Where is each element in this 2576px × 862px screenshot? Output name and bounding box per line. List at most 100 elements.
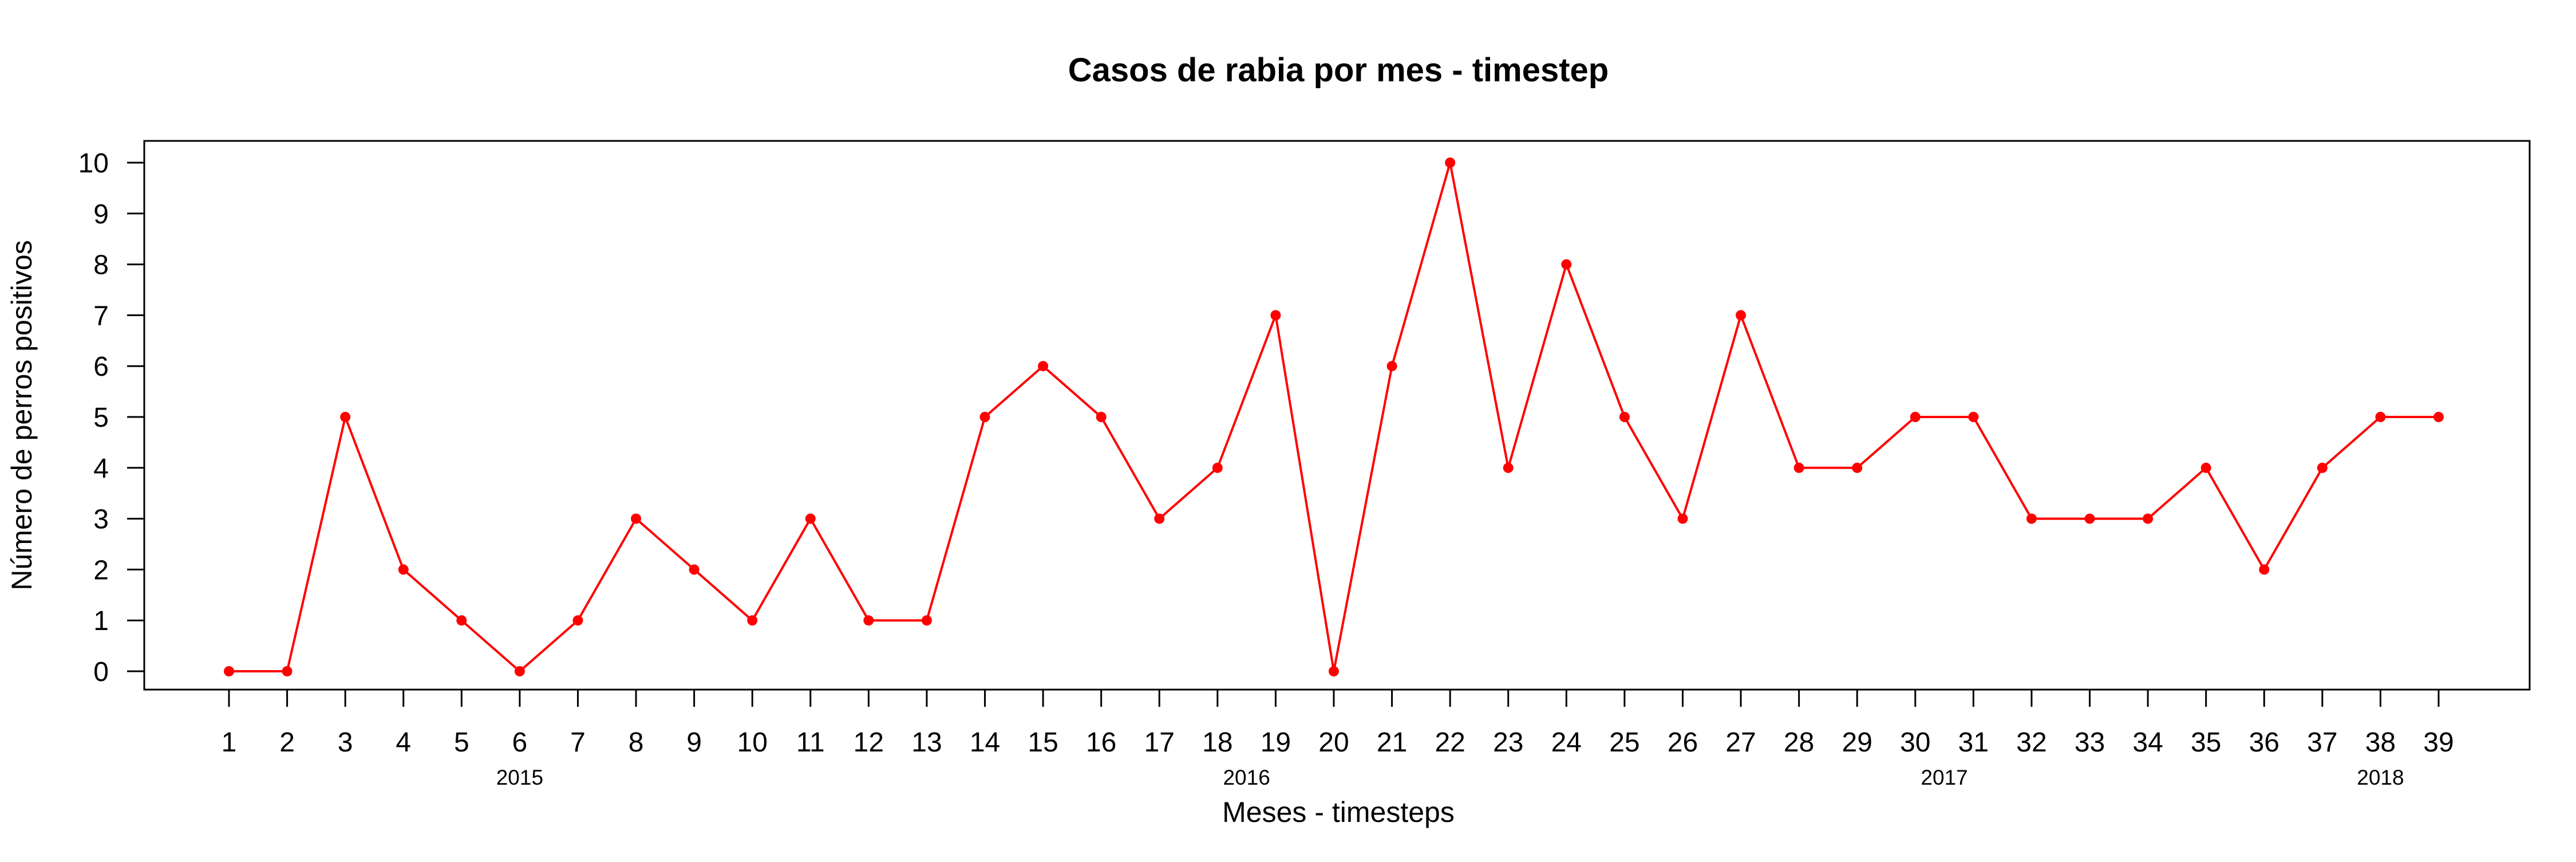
data-point <box>805 513 816 524</box>
y-tick-label: 6 <box>93 352 109 382</box>
data-point <box>2084 513 2095 524</box>
x-tick-label: 23 <box>1493 727 1523 758</box>
x-tick-label: 33 <box>2075 727 2105 758</box>
data-point <box>2143 513 2154 524</box>
data-point <box>747 615 758 626</box>
y-tick-label: 8 <box>93 250 109 281</box>
year-label: 2018 <box>2357 766 2404 789</box>
x-tick-label: 18 <box>1202 727 1232 758</box>
x-tick-label: 28 <box>1784 727 1814 758</box>
data-point <box>2259 564 2270 575</box>
x-axis: 1 2 3 4 5 6 7 8 9 10 11 12 13 14 15 16 17 18 19 20 21 22 23 24 2… <box>222 688 2454 758</box>
y-tick-label: 7 <box>93 301 109 331</box>
year-labels: 2015 2016 2017 2018 <box>496 766 2404 789</box>
data-point <box>979 412 990 422</box>
x-tick-label: 7 <box>570 727 586 758</box>
y-tick-label: 10 <box>78 148 109 179</box>
x-tick-label: 10 <box>737 727 768 758</box>
x-tick-label: 6 <box>512 727 528 758</box>
data-point <box>2433 412 2444 422</box>
data-point <box>1852 462 1863 473</box>
data-point <box>340 412 351 422</box>
x-tick-label: 32 <box>2016 727 2046 758</box>
data-point <box>1329 666 1339 676</box>
x-tick-label: 12 <box>854 727 884 758</box>
x-axis-title: Meses - timesteps <box>1222 796 1455 828</box>
data-point <box>1386 361 1397 372</box>
data-point <box>1445 158 1456 168</box>
x-tick-label: 20 <box>1318 727 1349 758</box>
data-point <box>921 615 932 626</box>
data-point <box>2200 462 2211 473</box>
data-point <box>1677 513 1688 524</box>
data-point <box>689 564 700 575</box>
x-tick-label: 14 <box>970 727 1000 758</box>
data-point <box>1270 310 1281 321</box>
x-tick-label: 39 <box>2423 727 2453 758</box>
data-point <box>1561 259 1572 270</box>
x-tick-label: 9 <box>686 727 702 758</box>
y-axis: 0 1 2 3 4 5 6 7 8 9 10 <box>78 148 145 687</box>
x-tick-label: 22 <box>1435 727 1465 758</box>
x-tick-label: 13 <box>911 727 942 758</box>
data-point <box>1910 412 1921 422</box>
x-tick-label: 4 <box>396 727 411 758</box>
x-tick-label: 34 <box>2132 727 2163 758</box>
y-tick-label: 1 <box>93 606 109 636</box>
data-point <box>863 615 874 626</box>
plot-frame <box>143 140 2531 691</box>
x-tick-label: 36 <box>2249 727 2279 758</box>
y-tick-label: 3 <box>93 505 109 535</box>
data-point <box>456 615 467 626</box>
x-tick-label: 16 <box>1086 727 1116 758</box>
y-tick-label: 9 <box>93 199 109 230</box>
data-point <box>282 666 293 676</box>
x-tick-label: 37 <box>2307 727 2337 758</box>
data-point <box>631 513 642 524</box>
data-point <box>2026 513 2037 524</box>
y-tick-label: 5 <box>93 403 109 433</box>
x-tick-label: 30 <box>1900 727 1930 758</box>
data-point <box>1968 412 1979 422</box>
data-point <box>1503 462 1514 473</box>
data-point <box>398 564 409 575</box>
year-label: 2017 <box>1921 766 1967 789</box>
x-tick-label: 19 <box>1261 727 1291 758</box>
x-tick-label: 5 <box>454 727 469 758</box>
data-point <box>1154 513 1165 524</box>
x-tick-label: 3 <box>338 727 353 758</box>
x-tick-label: 8 <box>629 727 644 758</box>
data-point <box>572 615 583 626</box>
x-tick-label: 35 <box>2191 727 2221 758</box>
x-tick-label: 27 <box>1725 727 1756 758</box>
x-tick-label: 38 <box>2365 727 2396 758</box>
x-tick-label: 17 <box>1144 727 1175 758</box>
chart-title: Casos de rabia por mes - timestep <box>1068 52 1609 89</box>
x-tick-label: 31 <box>1958 727 1989 758</box>
x-tick-label: 2 <box>279 727 295 758</box>
year-label: 2016 <box>1223 766 1270 789</box>
x-tick-label: 21 <box>1377 727 1407 758</box>
x-tick-label: 29 <box>1842 727 1872 758</box>
data-point <box>514 666 525 676</box>
data-point <box>1212 462 1223 473</box>
x-tick-label: 15 <box>1028 727 1058 758</box>
data-point <box>224 666 234 676</box>
data-point <box>1038 361 1049 372</box>
data-point <box>2375 412 2386 422</box>
x-tick-label: 1 <box>222 727 237 758</box>
series-line <box>229 162 2439 672</box>
x-tick-label: 24 <box>1551 727 1582 758</box>
y-tick-label: 2 <box>93 555 109 585</box>
data-point <box>1793 462 1804 473</box>
data-point <box>1619 412 1630 422</box>
x-tick-label: 11 <box>796 727 825 758</box>
series-cases <box>224 158 2444 676</box>
y-tick-label: 4 <box>93 454 109 484</box>
x-tick-label: 25 <box>1609 727 1639 758</box>
y-axis-title: Número de perros positivos <box>6 240 38 590</box>
data-point <box>1736 310 1747 321</box>
x-tick-label: 26 <box>1668 727 1698 758</box>
year-label: 2015 <box>496 766 543 789</box>
